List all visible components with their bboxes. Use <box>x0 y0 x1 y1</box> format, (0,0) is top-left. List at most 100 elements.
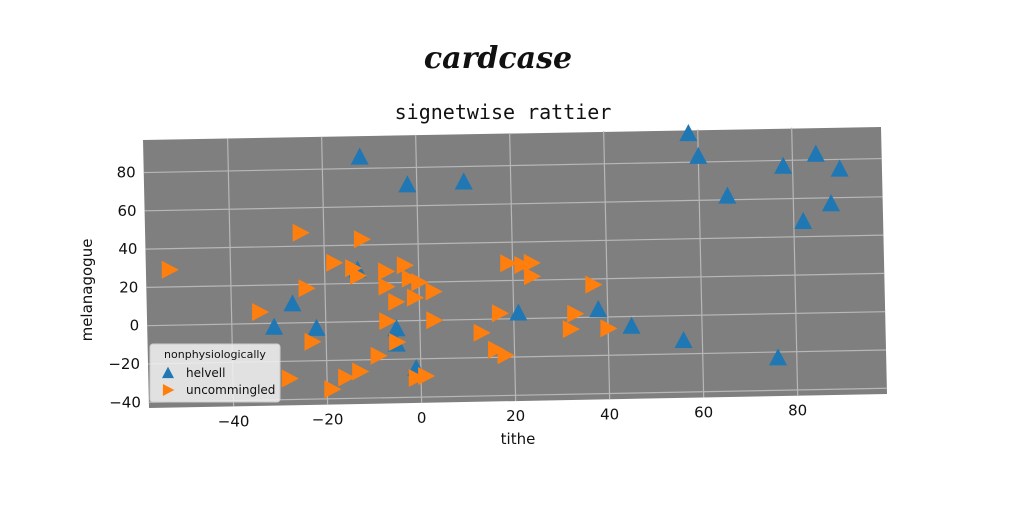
chart-title: signetwise rattier <box>395 100 612 124</box>
data-point-uncommingled <box>524 267 542 286</box>
data-point-uncommingled <box>567 304 585 323</box>
data-point-uncommingled <box>425 282 443 301</box>
x-grid-line <box>321 136 329 405</box>
data-point-helvell <box>794 211 813 229</box>
x-grid-line <box>509 133 517 402</box>
x-tick-label: 40 <box>600 405 619 423</box>
data-point-uncommingled <box>401 269 419 288</box>
data-point-uncommingled <box>388 292 406 311</box>
x-tick-label: 20 <box>506 407 525 425</box>
data-point-uncommingled <box>338 368 356 387</box>
data-point-uncommingled <box>161 260 179 279</box>
y-grid-line <box>146 272 885 288</box>
y-tick-label: 40 <box>118 240 137 258</box>
x-tick-label: 80 <box>788 402 807 420</box>
data-point-uncommingled <box>353 230 371 249</box>
plot-area <box>143 124 887 408</box>
legend-items: helvell uncommingled <box>162 366 275 397</box>
data-point-helvell <box>307 318 326 336</box>
data-marks <box>161 124 849 399</box>
data-point-uncommingled <box>324 380 342 399</box>
data-point-uncommingled <box>379 312 397 331</box>
data-point-uncommingled <box>491 304 510 323</box>
data-point-uncommingled <box>345 259 363 278</box>
data-point-uncommingled <box>585 275 603 294</box>
y-axis-ticks: −40 −20 0 20 40 60 80 <box>108 164 141 412</box>
data-point-uncommingled <box>418 366 436 385</box>
data-point-uncommingled <box>352 362 370 381</box>
data-point-helvell <box>718 186 737 204</box>
y-tick-label: 20 <box>119 278 138 296</box>
y-axis-label: melanagogue <box>78 239 96 342</box>
data-point-uncommingled <box>389 333 407 352</box>
data-point-helvell <box>806 144 825 162</box>
data-point-uncommingled <box>370 346 388 365</box>
data-point-uncommingled <box>426 311 444 330</box>
x-tick-label: −40 <box>218 412 250 430</box>
data-point-helvell <box>689 146 708 164</box>
data-point-helvell <box>830 159 849 177</box>
x-grid-line <box>791 127 799 396</box>
data-point-uncommingled <box>562 320 580 339</box>
legend-marker-helvell <box>162 366 174 379</box>
data-point-helvell <box>265 317 284 335</box>
data-point-uncommingled <box>378 277 396 296</box>
legend-box <box>149 343 281 403</box>
y-grid-line <box>145 234 884 250</box>
data-point-uncommingled <box>523 253 541 272</box>
data-point-uncommingled <box>281 369 299 388</box>
legend-title: nonphysiologically <box>164 348 266 361</box>
data-point-helvell <box>822 194 841 212</box>
legend: nonphysiologically helvell uncommingled <box>149 343 281 403</box>
data-point-uncommingled <box>488 340 506 359</box>
data-point-uncommingled <box>500 254 518 273</box>
data-point-helvell <box>589 300 608 318</box>
data-point-helvell <box>350 147 369 165</box>
data-point-uncommingled <box>304 332 322 351</box>
data-point-helvell <box>398 175 417 193</box>
y-tick-label: −20 <box>108 355 140 373</box>
figure-title: cardcase <box>424 41 572 76</box>
y-tick-label: 80 <box>117 164 136 182</box>
data-point-uncommingled <box>408 369 426 388</box>
data-point-helvell <box>283 294 302 312</box>
y-grid-line <box>144 196 883 212</box>
data-point-uncommingled <box>497 346 515 365</box>
data-point-uncommingled <box>326 253 344 272</box>
data-point-uncommingled <box>600 319 618 338</box>
data-point-helvell <box>679 124 698 142</box>
data-point-helvell <box>387 319 406 337</box>
data-point-uncommingled <box>378 262 396 281</box>
y-grid-line <box>143 157 882 174</box>
data-point-uncommingled <box>292 223 310 242</box>
data-point-uncommingled <box>473 323 491 342</box>
legend-label-helvell: helvell <box>186 366 225 380</box>
data-point-uncommingled <box>252 303 270 322</box>
data-point-uncommingled <box>411 273 429 292</box>
data-point-helvell <box>509 303 528 321</box>
data-point-helvell <box>454 172 473 190</box>
x-tick-label: −20 <box>312 411 344 429</box>
legend-label-uncommingled: uncommingled <box>186 383 275 397</box>
data-point-uncommingled <box>298 279 316 298</box>
data-point-uncommingled <box>350 266 368 285</box>
x-axis-ticks: −40 −20 0 20 40 60 80 <box>218 402 807 431</box>
y-tick-label: −40 <box>109 393 141 411</box>
x-grid-line <box>415 134 423 403</box>
legend-marker-uncommingled <box>162 384 175 396</box>
data-point-helvell <box>674 330 693 349</box>
y-tick-label: 0 <box>130 317 140 335</box>
y-tick-label: 60 <box>117 202 136 220</box>
data-point-uncommingled <box>514 255 532 274</box>
x-tick-label: 60 <box>694 403 713 421</box>
x-grid-line <box>603 131 611 400</box>
data-point-helvell <box>774 156 793 174</box>
x-tick-label: 0 <box>417 409 427 427</box>
data-point-helvell <box>769 348 788 366</box>
data-point-helvell <box>622 316 641 334</box>
data-point-uncommingled <box>406 288 425 307</box>
x-axis-label: tithe <box>501 430 536 448</box>
x-grid-line <box>697 129 705 398</box>
